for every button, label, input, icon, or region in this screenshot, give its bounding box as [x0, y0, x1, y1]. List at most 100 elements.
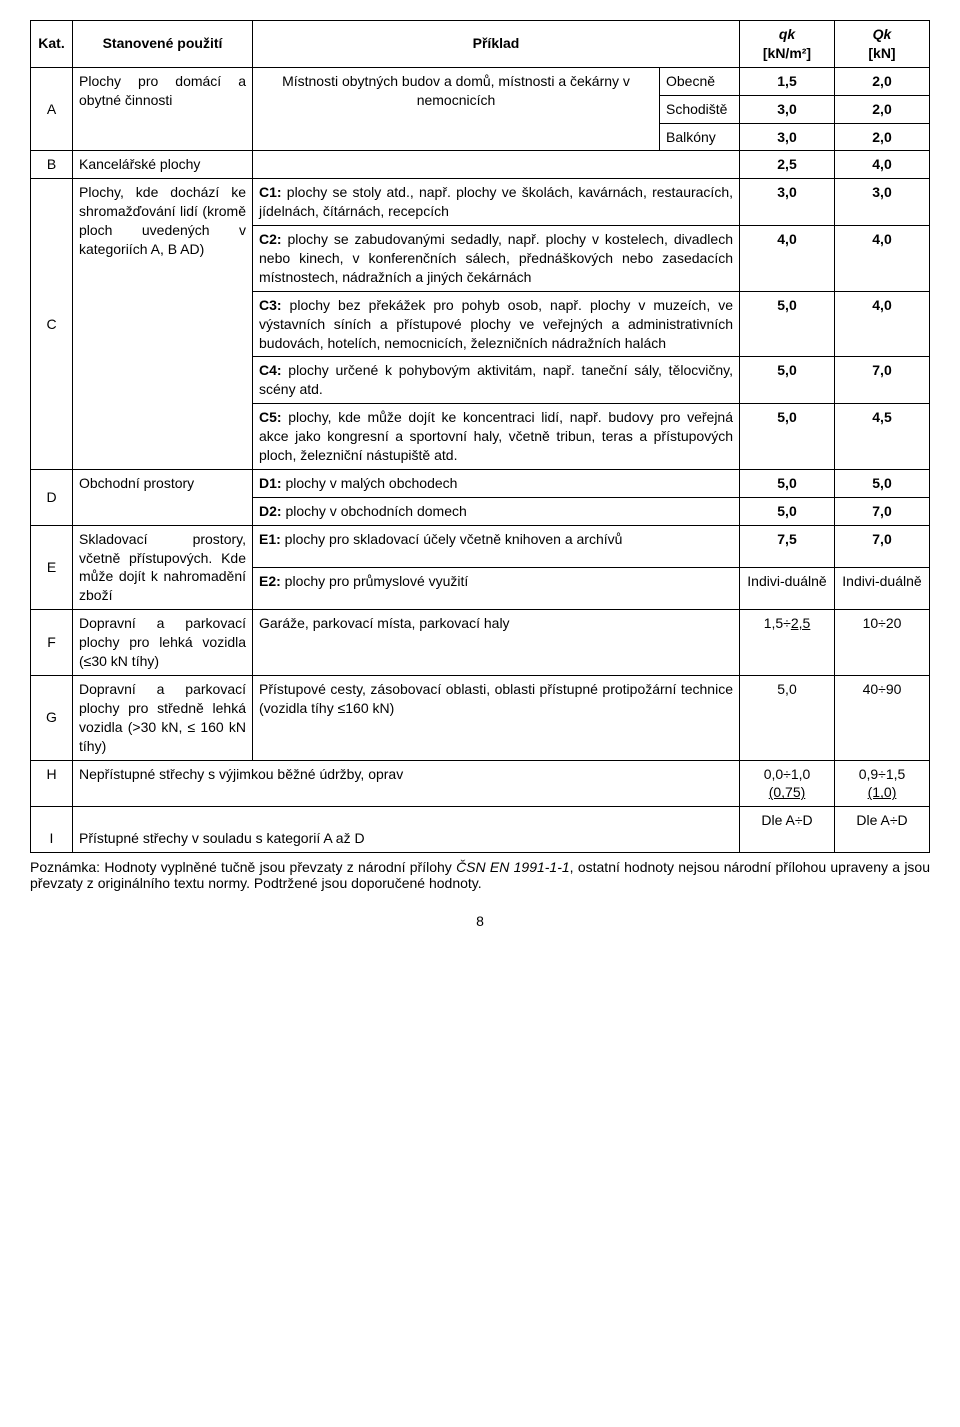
- D1-lbl: D1:: [259, 475, 282, 491]
- A-schodiste-lbl: Schodiště: [659, 95, 739, 123]
- C4-Qk: 7,0: [835, 357, 930, 404]
- col-def: Stanovené použití: [73, 21, 253, 68]
- G-Qk: 40÷90: [835, 675, 930, 760]
- C4-lbl: C4:: [259, 362, 282, 378]
- kat-C: C: [31, 179, 73, 470]
- def-B: Kancelářské plochy: [73, 151, 253, 179]
- C1-Qk: 3,0: [835, 179, 930, 226]
- A-schodiste-Qk: 2,0: [835, 95, 930, 123]
- G-qk: 5,0: [740, 675, 835, 760]
- qk-symbol: qk: [779, 26, 795, 42]
- kat-I: I: [31, 807, 73, 853]
- C3-txt: plochy bez překážek pro pohyb osob, např…: [259, 297, 733, 351]
- ex-B: [253, 151, 740, 179]
- D2-Qk: 7,0: [835, 497, 930, 525]
- E2-Qk: Indivi-duálně: [835, 567, 930, 609]
- ex-C1: C1: plochy se stoly atd., např. plochy v…: [253, 179, 740, 226]
- ex-C2: C2: plochy se zabudovanými sedadly, např…: [253, 226, 740, 292]
- A-balkony-qk: 3,0: [740, 123, 835, 151]
- H-Qk-range: 0,9÷1,5: [859, 766, 906, 782]
- kat-D: D: [31, 469, 73, 525]
- I-Qk: Dle A÷D: [835, 807, 930, 853]
- C1-lbl: C1:: [259, 184, 282, 200]
- H-Qk-rec: (1,0): [868, 784, 897, 800]
- F-qk-underline: 2,5: [791, 615, 810, 631]
- A-balkony-lbl: Balkóny: [659, 123, 739, 151]
- col-Qk: Qk [kN]: [835, 21, 930, 68]
- ex-G: Přístupové cesty, zásobovací oblasti, ob…: [253, 675, 740, 760]
- H-Qk: 0,9÷1,5 (1,0): [835, 760, 930, 807]
- row-D1: D Obchodní prostory D1: plochy v malých …: [31, 469, 930, 497]
- kat-E: E: [31, 525, 73, 610]
- def-A: Plochy pro domácí a obytné činnosti: [73, 67, 253, 151]
- ex-C5: C5: plochy, kde může dojít ke koncentrac…: [253, 404, 740, 470]
- row-E1: E Skladovací prostory, včetně přístupový…: [31, 525, 930, 567]
- ex-C4: C4: plochy určené k pohybovým aktivitám,…: [253, 357, 740, 404]
- footnote: Poznámka: Hodnoty vyplněné tučně jsou př…: [30, 859, 930, 891]
- kat-G: G: [31, 675, 73, 760]
- D2-txt: plochy v obchodních domech: [282, 503, 467, 519]
- E1-Qk: 7,0: [835, 525, 930, 567]
- C5-qk: 5,0: [740, 404, 835, 470]
- F-Qk: 10÷20: [835, 610, 930, 676]
- D2-lbl: D2:: [259, 503, 282, 519]
- ex-A: Místnosti obytných budov a domů, místnos…: [253, 67, 660, 151]
- C2-txt: plochy se zabudovanými sedadly, např. pl…: [259, 231, 733, 285]
- row-B: B Kancelářské plochy 2,5 4,0: [31, 151, 930, 179]
- kat-B: B: [31, 151, 73, 179]
- H-qk-rec: (0,75): [769, 784, 806, 800]
- F-qk-range: 1,5÷: [764, 615, 791, 631]
- ex-D1: D1: plochy v malých obchodech: [253, 469, 740, 497]
- kat-H: H: [31, 760, 73, 807]
- C5-Qk: 4,5: [835, 404, 930, 470]
- row-F: F Dopravní a parkovací plochy pro lehká …: [31, 610, 930, 676]
- E1-txt: plochy pro skladovací účely včetně kniho…: [281, 531, 623, 547]
- def-I: Přístupné střechy v souladu s kategorií …: [73, 807, 740, 853]
- H-qk-range: 0,0÷1,0: [764, 766, 811, 782]
- page-number: 8: [30, 913, 930, 929]
- row-G: G Dopravní a parkovací plochy pro středn…: [31, 675, 930, 760]
- def-G: Dopravní a parkovací plochy pro středně …: [73, 675, 253, 760]
- C3-qk: 5,0: [740, 291, 835, 357]
- ex-D2: D2: plochy v obchodních domech: [253, 497, 740, 525]
- row-H: H Nepřístupné střechy s výjimkou běžné ú…: [31, 760, 930, 807]
- E2-lbl: E2:: [259, 573, 281, 589]
- C4-txt: plochy určené k pohybovým aktivitám, nap…: [259, 362, 733, 397]
- A-obecne-lbl: Obecně: [659, 67, 739, 95]
- C2-Qk: 4,0: [835, 226, 930, 292]
- row-I: I Přístupné střechy v souladu s kategori…: [31, 807, 930, 853]
- footnote-norm: ČSN EN 1991-1-1: [456, 859, 570, 875]
- loads-table: Kat. Stanovené použití Příklad qk [kN/m²…: [30, 20, 930, 853]
- footnote-text1: Hodnoty vyplněné tučně jsou převzaty z n…: [100, 859, 456, 875]
- F-qk: 1,5÷2,5: [740, 610, 835, 676]
- ex-E2: E2: plochy pro průmyslové využití: [253, 567, 740, 609]
- A-obecne-qk: 1,5: [740, 67, 835, 95]
- footnote-label: Poznámka:: [30, 859, 100, 875]
- def-F: Dopravní a parkovací plochy pro lehká vo…: [73, 610, 253, 676]
- C5-lbl: C5:: [259, 409, 282, 425]
- E2-txt: plochy pro průmyslové využití: [281, 573, 469, 589]
- Qk-symbol: Qk: [873, 26, 892, 42]
- H-qk: 0,0÷1,0 (0,75): [740, 760, 835, 807]
- C3-lbl: C3:: [259, 297, 282, 313]
- A-balkony-Qk: 2,0: [835, 123, 930, 151]
- A-schodiste-qk: 3,0: [740, 95, 835, 123]
- E2-qk: Indivi-duálně: [740, 567, 835, 609]
- C5-txt: plochy, kde může dojít ke koncentraci li…: [259, 409, 733, 463]
- B-Qk: 4,0: [835, 151, 930, 179]
- C2-lbl: C2:: [259, 231, 282, 247]
- def-H: Nepřístupné střechy s výjimkou běžné údr…: [73, 760, 740, 807]
- C1-txt: plochy se stoly atd., např. plochy ve šk…: [259, 184, 733, 219]
- col-ex: Příklad: [253, 21, 740, 68]
- ex-C3: C3: plochy bez překážek pro pohyb osob, …: [253, 291, 740, 357]
- def-E: Skladovací prostory, včetně přístupových…: [73, 525, 253, 610]
- E1-qk: 7,5: [740, 525, 835, 567]
- C3-Qk: 4,0: [835, 291, 930, 357]
- def-C: Plochy, kde dochází ke shromažďování lid…: [73, 179, 253, 470]
- A-obecne-Qk: 2,0: [835, 67, 930, 95]
- B-qk: 2,5: [740, 151, 835, 179]
- C2-qk: 4,0: [740, 226, 835, 292]
- Qk-unit: [kN]: [868, 45, 895, 61]
- D1-txt: plochy v malých obchodech: [282, 475, 458, 491]
- D2-qk: 5,0: [740, 497, 835, 525]
